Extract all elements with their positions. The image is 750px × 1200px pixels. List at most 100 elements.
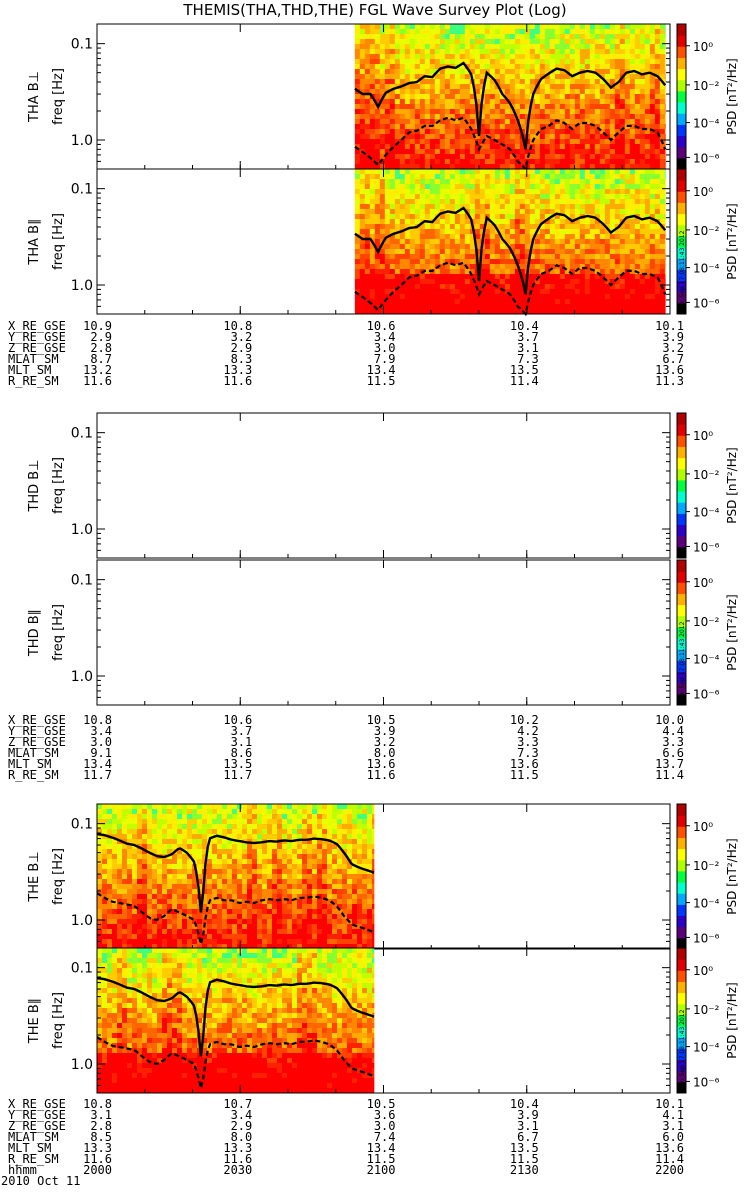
spectrogram-cell: [594, 239, 601, 245]
spectrogram-cell: [187, 869, 193, 875]
spectrogram-cell: [634, 79, 641, 85]
spectrogram-cell: [192, 814, 198, 820]
spectrogram-cell: [589, 169, 596, 175]
spectrogram-cell: [97, 874, 103, 880]
spectrogram-cell: [389, 279, 396, 285]
spectrogram-cell: [444, 99, 451, 105]
spectrogram-cell: [499, 219, 506, 225]
spectrogram-cell: [122, 879, 128, 885]
colorbar-segment: [677, 435, 686, 447]
spectrogram-cell: [649, 234, 656, 240]
spectrogram-cell: [157, 864, 163, 870]
spectrogram-cell: [197, 864, 203, 870]
spectrogram-cell: [379, 104, 386, 110]
spectrogram-cell: [374, 129, 381, 135]
spectrogram-cell: [554, 54, 561, 60]
spectrogram-cell: [569, 169, 576, 175]
spectrogram-cell: [354, 264, 361, 270]
spectrogram-cell: [389, 299, 396, 305]
spectrogram-cell: [544, 89, 551, 95]
spectrogram-cell: [369, 144, 376, 150]
spectrogram-cell: [429, 209, 436, 215]
spectrogram-cell: [524, 74, 531, 80]
spectrogram-cell: [262, 804, 268, 810]
spectrogram-cell: [469, 259, 476, 265]
spectrogram-cell: [634, 234, 641, 240]
spectrogram-cell: [112, 929, 118, 935]
spectrogram-cell: [469, 234, 476, 240]
spectrogram-cell: [444, 199, 451, 205]
spectrogram-cell: [97, 849, 103, 855]
spectrogram-cell: [459, 24, 466, 30]
spectrogram-cell: [469, 294, 476, 300]
spectrogram-cell: [374, 304, 381, 310]
spectrogram-cell: [247, 884, 253, 890]
spectrogram-cell: [479, 69, 486, 75]
spectrogram-cell: [409, 254, 416, 260]
spectrogram-cell: [634, 299, 641, 305]
spectrogram-cell: [102, 844, 108, 850]
spectrogram-cell: [629, 199, 636, 205]
spectrogram-cell: [554, 274, 561, 280]
spectrogram-cell: [564, 224, 571, 230]
spectrogram-cell: [399, 239, 406, 245]
spectrogram-cell: [419, 194, 426, 200]
spectrogram-cell: [142, 884, 148, 890]
spectrogram-cell: [459, 304, 466, 310]
spectrogram-cell: [614, 174, 621, 180]
spectrogram-cell: [479, 199, 486, 205]
spectrogram-cell: [529, 54, 536, 60]
spectrogram-cell: [519, 229, 526, 235]
spectrogram-cell: [639, 239, 646, 245]
spectrogram-cell: [394, 144, 401, 150]
spectrogram-cell: [399, 59, 406, 65]
spectrogram-cell: [579, 24, 586, 30]
spectrogram-cell: [152, 904, 158, 910]
spectrogram-cell: [549, 64, 556, 70]
spectrogram-cell: [262, 809, 268, 815]
spectrogram-cell: [122, 874, 128, 880]
spectrogram-cell: [444, 264, 451, 270]
spectrogram-cell: [509, 259, 516, 265]
spectrogram-cell: [232, 869, 238, 875]
spectrogram-cell: [394, 34, 401, 40]
spectrogram-cell: [142, 909, 148, 915]
spectrogram-cell: [454, 39, 461, 45]
spectrogram-cell: [414, 89, 421, 95]
spectrogram-cell: [559, 94, 566, 100]
spectrogram-cell: [127, 839, 133, 845]
spectrogram-cell: [237, 884, 243, 890]
spectrogram-cell: [514, 284, 521, 290]
spectrogram-cell: [604, 299, 611, 305]
spectrogram-cell: [489, 154, 496, 160]
spectrogram-cell: [162, 829, 168, 835]
spectrogram-cell: [524, 289, 531, 295]
spectrogram-cell: [389, 189, 396, 195]
spectrogram-cell: [649, 204, 656, 210]
spectrogram-cell: [514, 134, 521, 140]
spectrogram-cell: [439, 74, 446, 80]
spectrogram-cell: [589, 89, 596, 95]
spectrogram-cell: [584, 44, 591, 50]
spectrogram-cell: [142, 869, 148, 875]
colorbar-tick-label: 10⁻²: [693, 79, 720, 93]
spectrogram-cell: [659, 184, 666, 190]
spectrogram-cell: [559, 209, 566, 215]
spectrogram-cell: [202, 819, 208, 825]
spectrogram-cell: [399, 294, 406, 300]
spectrogram-cell: [167, 919, 173, 925]
spectrogram-cell: [554, 109, 561, 115]
spectrogram-cell: [649, 274, 656, 280]
spectrogram-cell: [609, 184, 616, 190]
spectrogram-cell: [379, 99, 386, 105]
spectrogram-cell: [429, 174, 436, 180]
spectrogram-cell: [494, 94, 501, 100]
spectrogram-cell: [404, 114, 411, 120]
spectrogram-cell: [419, 169, 426, 175]
spectrogram-cell: [217, 864, 223, 870]
spectrogram-cell: [369, 124, 376, 130]
spectrogram-cell: [554, 134, 561, 140]
spectrogram-cell: [479, 219, 486, 225]
spectrogram-cell: [97, 804, 103, 810]
